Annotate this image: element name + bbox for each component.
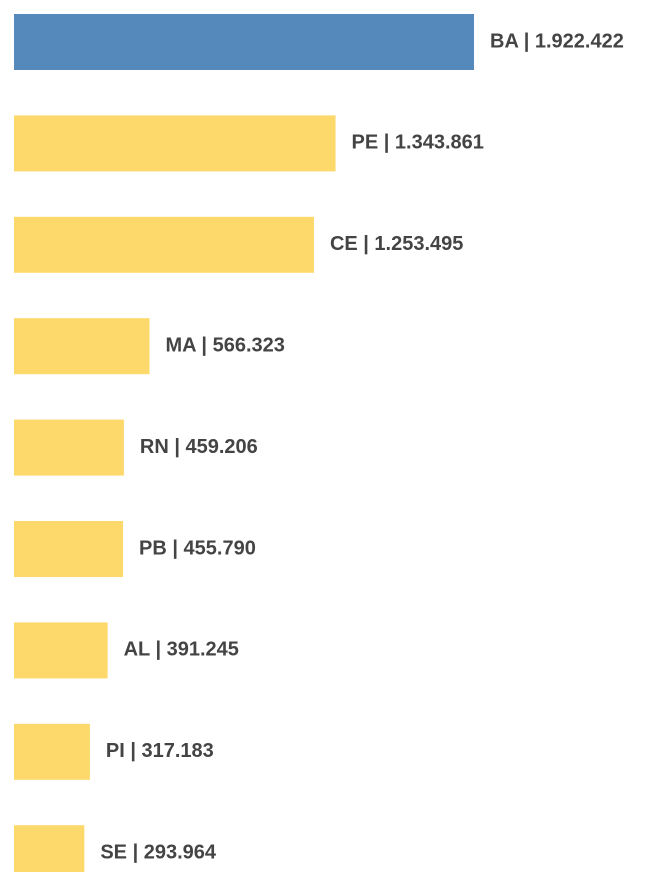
value-label: CE | 1.253.495 [330,233,463,255]
bar [14,723,90,780]
bar [14,419,124,476]
value-label: SE | 293.964 [100,841,217,863]
bar [14,115,336,172]
value-label: AL | 391.245 [124,639,239,661]
value-label: PB | 455.790 [139,537,256,559]
value-label: BA | 1.922.422 [490,30,624,52]
value-label: PI | 317.183 [106,740,214,762]
bar [14,318,150,375]
bar [14,825,85,872]
value-label: PE | 1.343.861 [352,132,484,154]
value-label: RN | 459.206 [140,436,258,458]
value-label: MA | 566.323 [166,334,285,356]
bar [14,216,314,273]
bar [14,622,108,679]
bar [14,521,124,577]
bar [14,14,474,70]
